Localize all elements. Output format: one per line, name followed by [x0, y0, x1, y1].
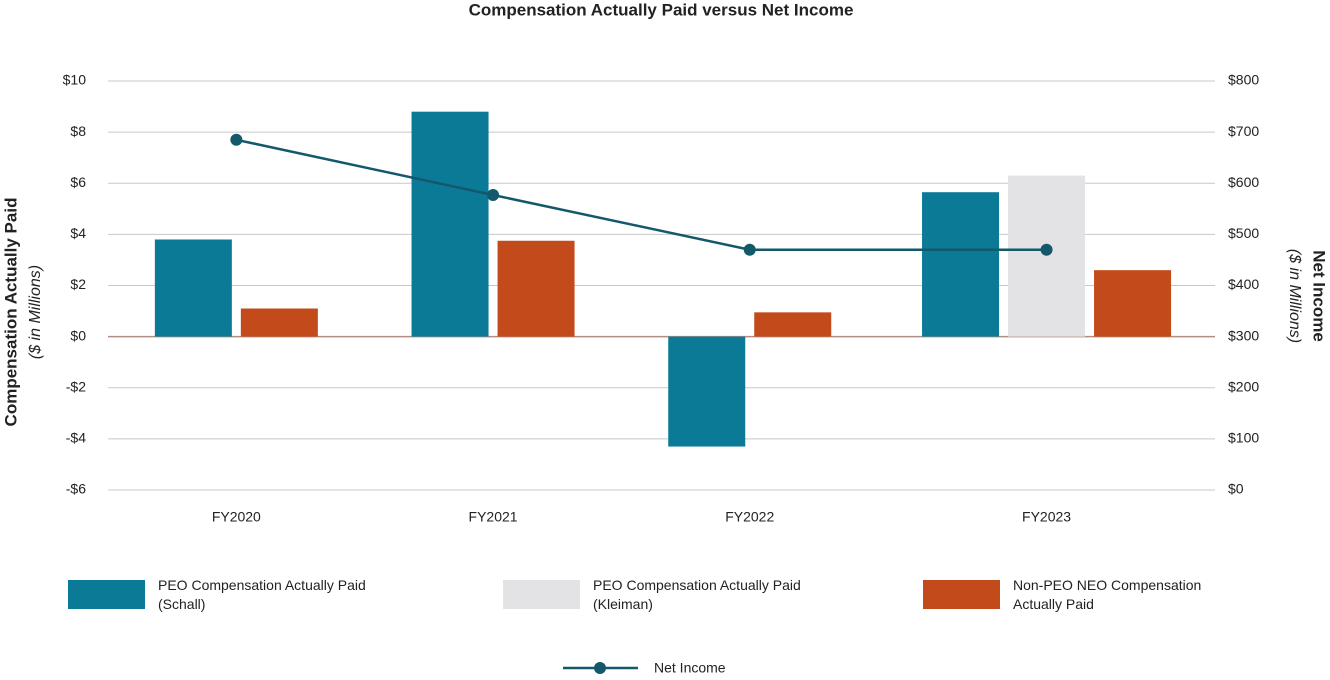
legend-marker	[594, 662, 606, 674]
legend-label: Non-PEO NEO Compensation Actually Paid	[1013, 577, 1202, 612]
y2-tick-label: $0	[1228, 481, 1244, 497]
legend-label: Net Income	[654, 660, 726, 676]
y-tick-label: $10	[63, 72, 87, 88]
y-tick-label: -$4	[66, 430, 86, 446]
x-tick-label: FY2022	[725, 509, 774, 525]
y-tick-label: -$6	[66, 481, 86, 497]
y-tick-label: $4	[70, 225, 86, 241]
y2-tick-label: $500	[1228, 225, 1259, 241]
bar	[497, 240, 575, 337]
x-tick-label: FY2023	[1022, 509, 1071, 525]
bar	[240, 308, 318, 337]
y-tick-label: $2	[70, 276, 86, 292]
bar	[1094, 270, 1172, 337]
line-point	[230, 133, 243, 146]
y2-tick-label: $100	[1228, 430, 1259, 446]
y2-tick-label: $700	[1228, 123, 1259, 139]
legend-label: PEO Compensation Actually Paid (Kleiman)	[593, 577, 801, 612]
y2-tick-label: $400	[1228, 276, 1259, 292]
y2-tick-label: $600	[1228, 174, 1259, 190]
bar	[754, 312, 832, 337]
line-point	[487, 189, 500, 202]
y2-axis-title: Net Income	[1310, 250, 1329, 342]
line-point	[743, 243, 756, 256]
bar	[922, 192, 1000, 337]
bar	[411, 111, 489, 337]
legend-swatch	[503, 580, 580, 609]
x-tick-label: FY2021	[469, 509, 518, 525]
y-tick-label: $8	[70, 123, 86, 139]
chart-title: Compensation Actually Paid versus Net In…	[469, 0, 854, 19]
y2-tick-label: $300	[1228, 327, 1259, 343]
y-tick-label: -$2	[66, 378, 86, 394]
y2-tick-label: $200	[1228, 378, 1259, 394]
y-tick-label: $6	[70, 174, 86, 190]
y2-axis-subtitle: ($ in Millions)	[1286, 249, 1303, 343]
legend-label: PEO Compensation Actually Paid (Schall)	[158, 577, 366, 612]
bar	[668, 336, 746, 447]
line-point	[1040, 243, 1053, 256]
bar	[154, 239, 232, 337]
legend-swatch	[923, 580, 1000, 609]
y-tick-label: $0	[70, 327, 86, 343]
line	[236, 138, 1047, 251]
y-axis-subtitle: ($ in Millions)	[27, 265, 44, 359]
bar	[1008, 175, 1086, 337]
y-axis-title: Compensation Actually Paid	[1, 198, 20, 427]
x-tick-label: FY2020	[212, 509, 261, 525]
y2-tick-label: $800	[1228, 72, 1259, 88]
legend-swatch	[68, 580, 145, 609]
